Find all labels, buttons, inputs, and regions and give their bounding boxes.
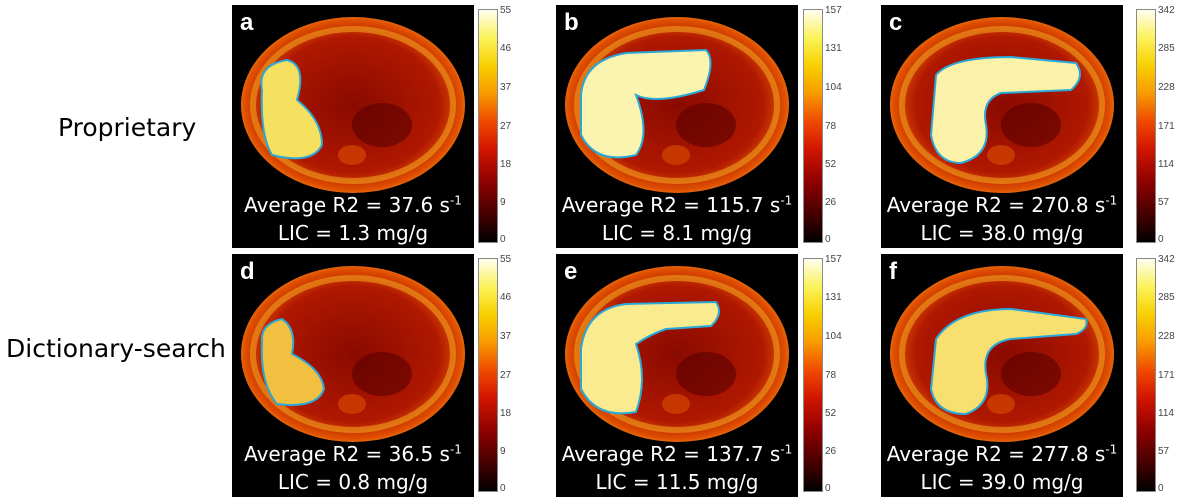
mri-panel-e: e Average R2 = 137.7 s-1 LIC = 11.5 mg/g (556, 254, 798, 497)
panel-letter: b (564, 9, 579, 36)
colorbar-d (478, 258, 498, 492)
avg-r2-caption: Average R2 = 37.6 s-1 (244, 193, 462, 217)
colorbar-b (803, 9, 823, 243)
avg-r2-caption: Average R2 = 137.7 s-1 (561, 442, 793, 466)
colorbar-a (478, 9, 498, 243)
colorbar-f (1136, 258, 1156, 492)
lic-caption: LIC = 0.8 mg/g (277, 470, 429, 494)
panel-letter: e (564, 258, 578, 285)
avg-r2-caption: Average R2 = 36.5 s-1 (244, 442, 462, 466)
mri-image-c (881, 5, 1123, 248)
colorbar-e (803, 258, 823, 492)
row-label-proprietary: Proprietary (58, 113, 197, 142)
mri-panel-f: f Average R2 = 277.8 s-1 LIC = 39.0 mg/g (881, 254, 1123, 497)
mri-image-d (232, 254, 474, 497)
mri-image-a (232, 5, 474, 248)
avg-r2-caption: Average R2 = 270.8 s-1 (886, 193, 1118, 217)
panel-letter: d (240, 258, 255, 285)
lic-caption: LIC = 8.1 mg/g (601, 221, 753, 245)
mri-image-b (556, 5, 798, 248)
avg-r2-caption: Average R2 = 277.8 s-1 (886, 442, 1118, 466)
colorbar-c (1136, 9, 1156, 243)
mri-panel-a: a Average R2 = 37.6 s-1 LIC = 1.3 mg/g (232, 5, 474, 248)
lic-caption: LIC = 1.3 mg/g (277, 221, 429, 245)
mri-image-f (881, 254, 1123, 497)
lic-caption: LIC = 11.5 mg/g (595, 470, 759, 494)
panel-letter: f (889, 258, 897, 285)
panel-letter: c (889, 9, 903, 36)
lic-caption: LIC = 39.0 mg/g (920, 470, 1084, 494)
avg-r2-caption: Average R2 = 115.7 s-1 (561, 193, 793, 217)
row-label-dictionary-search: Dictionary-search (6, 334, 226, 363)
mri-panel-c: c Average R2 = 270.8 s-1 LIC = 38.0 mg/g (881, 5, 1123, 248)
mri-image-e (556, 254, 798, 497)
mri-panel-d: d Average R2 = 36.5 s-1 LIC = 0.8 mg/g (232, 254, 474, 497)
panel-letter: a (240, 9, 254, 36)
mri-panel-b: b Average R2 = 115.7 s-1 LIC = 8.1 mg/g (556, 5, 798, 248)
lic-caption: LIC = 38.0 mg/g (920, 221, 1084, 245)
